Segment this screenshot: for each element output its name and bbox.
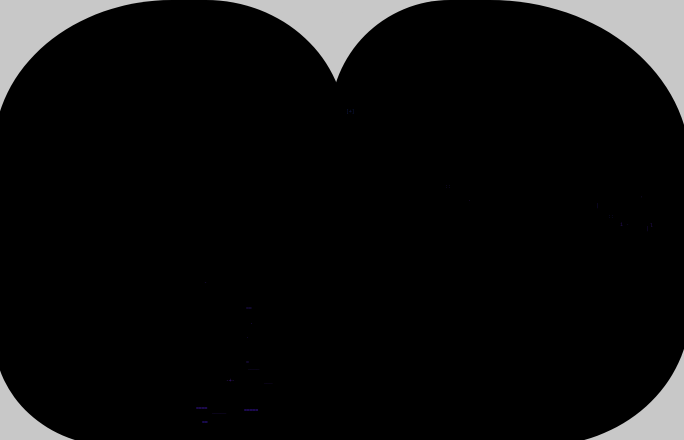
mark-mid-right-b: . [468, 197, 471, 203]
mark-right-cluster-e: | [646, 226, 649, 232]
mark-top-center: [+] [346, 109, 355, 115]
mark-right-cluster-a: | [596, 203, 599, 209]
mark-far-right-b: l [650, 223, 653, 229]
faint-code-column: - ==.. = ____ -+- ___ ==== _____ ===== == [196, 278, 316, 428]
code-line-2: == [246, 306, 252, 312]
code-line-11: ===== [244, 408, 259, 414]
code-line-5: = [246, 360, 249, 366]
mark-right-cluster-c: - [626, 222, 629, 228]
code-line-1: - [204, 280, 207, 286]
code-line-10: _____ [212, 408, 227, 414]
mark-far-right-a: i [620, 222, 623, 228]
code-line-3: . [250, 320, 253, 326]
mark-right-cluster-b: :: [608, 214, 614, 220]
code-line-8: ___ [264, 378, 273, 384]
mark-right-cluster-d: ' [640, 196, 643, 202]
black-panel-bottom-fill [150, 330, 570, 440]
code-line-9: ==== [196, 406, 208, 412]
mark-mid-right-a: :: [445, 184, 451, 190]
code-line-4: . [246, 334, 249, 340]
code-line-12: == [202, 420, 208, 426]
code-line-7: -+- [226, 378, 235, 384]
code-line-6: ____ [248, 364, 260, 370]
